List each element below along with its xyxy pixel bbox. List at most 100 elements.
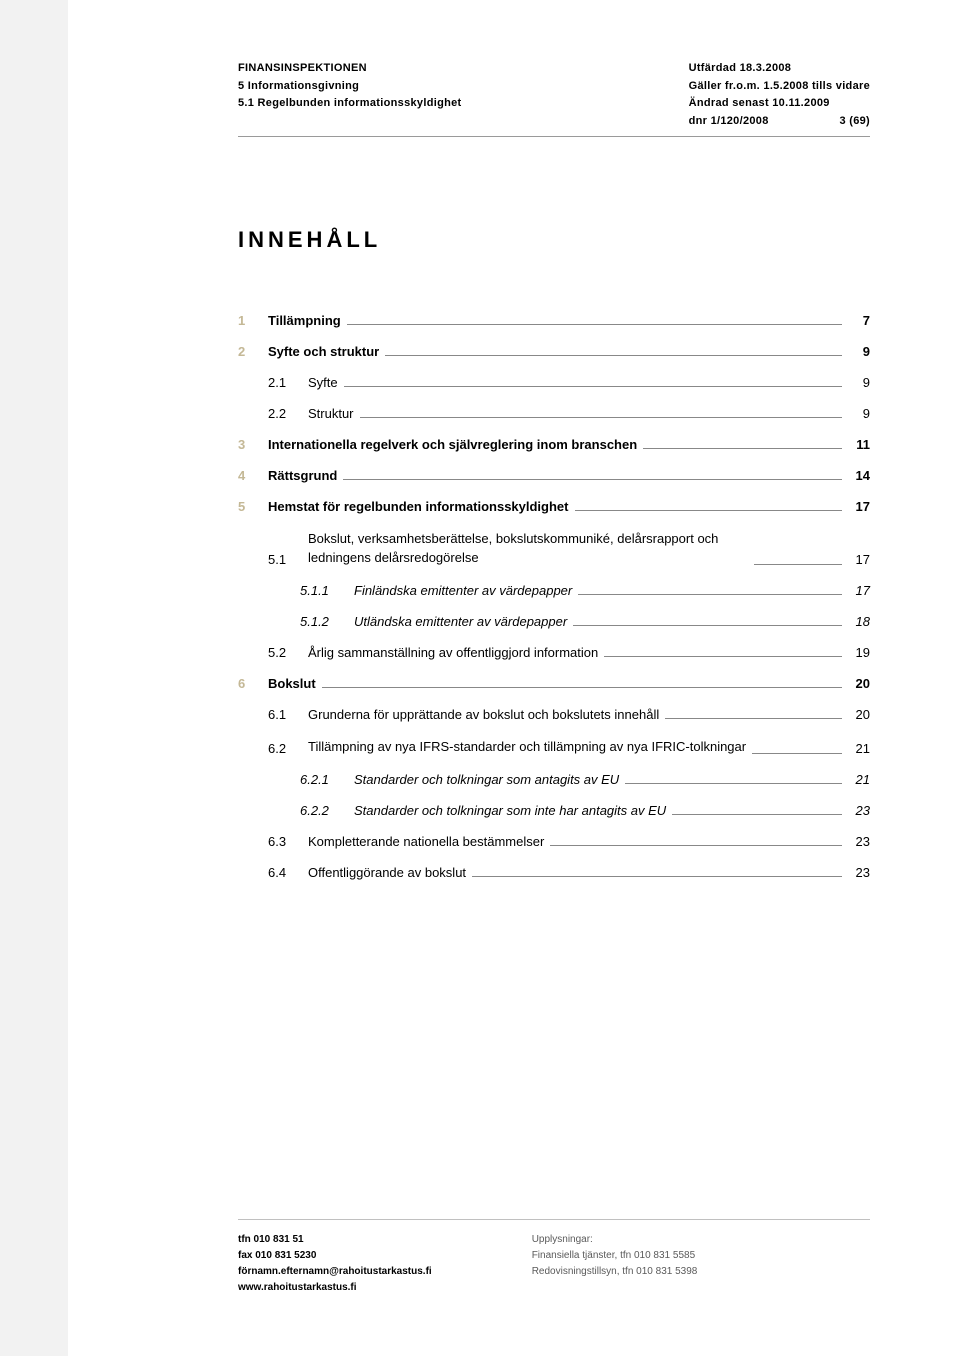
- toc-entry: 2Syfte och struktur 9: [238, 344, 870, 359]
- header-dnr: dnr 1/120/2008: [689, 113, 769, 131]
- toc-number: 5: [238, 499, 268, 514]
- toc-entry: 5Hemstat för regelbunden informationssky…: [238, 499, 870, 514]
- toc-number: 6.2.1: [300, 772, 354, 787]
- toc-label: Kompletterande nationella bestämmelser: [308, 834, 544, 849]
- toc-number: 5.1.2: [300, 614, 354, 629]
- toc-entry: 5.1Bokslut, verksamhetsberättelse, boksl…: [238, 530, 870, 566]
- toc-label: Tillämpning: [268, 313, 341, 328]
- footer-left: tfn 010 831 51 fax 010 831 5230 förnamn.…: [238, 1232, 432, 1296]
- toc-entry: 5.2Årlig sammanställning av offentliggjo…: [238, 645, 870, 660]
- toc-page: 19: [846, 645, 870, 660]
- toc-leader: [573, 625, 842, 626]
- footer-right: Upplysningar: Finansiella tjänster, tfn …: [532, 1232, 698, 1296]
- toc-label: Syfte: [308, 375, 338, 390]
- header-subsection: 5.1 Regelbunden informationsskyldighet: [238, 95, 462, 113]
- header-left: FINANSINSPEKTIONEN 5 Informationsgivning…: [238, 60, 462, 130]
- toc-entry: 5.1.1Finländska emittenter av värdepappe…: [238, 583, 870, 598]
- toc-page: 18: [846, 614, 870, 629]
- toc-page: 23: [846, 834, 870, 849]
- header-changed: Ändrad senast 10.11.2009: [689, 95, 870, 113]
- toc-title: INNEHÅLL: [238, 227, 870, 253]
- toc-number: 5.1.1: [300, 583, 354, 598]
- toc-page: 21: [846, 772, 870, 787]
- toc-leader: [344, 386, 842, 387]
- toc-leader: [754, 564, 842, 565]
- toc-number: 3: [238, 437, 268, 452]
- toc-page: 23: [846, 865, 870, 880]
- toc-entry: 4Rättsgrund14: [238, 468, 870, 483]
- toc-page: 20: [846, 707, 870, 722]
- toc-entry: 6.2Tillämpning av nya IFRS-standarder oc…: [238, 738, 870, 756]
- toc-label: Årlig sammanställning av offentliggjord …: [308, 645, 598, 660]
- toc-leader: [625, 783, 842, 784]
- toc-label: Hemstat för regelbunden informationsskyl…: [268, 499, 569, 514]
- toc-number: 6.2: [268, 741, 308, 756]
- toc-number: 1: [238, 313, 268, 328]
- toc-number: 2.1: [268, 375, 308, 390]
- toc-entry: 6.4Offentliggörande av bokslut 23: [238, 865, 870, 880]
- toc-label: Rättsgrund: [268, 468, 337, 483]
- toc-leader: [752, 753, 842, 754]
- toc-entry: 1Tillämpning 7: [238, 313, 870, 328]
- header-right: Utfärdad 18.3.2008 Gäller fr.o.m. 1.5.20…: [689, 60, 870, 130]
- toc-leader: [643, 448, 842, 449]
- toc-entry: 6Bokslut 20: [238, 676, 870, 691]
- toc-page: 9: [846, 375, 870, 390]
- toc-leader: [343, 479, 842, 480]
- toc-entry: 2.1Syfte 9: [238, 375, 870, 390]
- toc-label: Finländska emittenter av värdepapper: [354, 583, 572, 598]
- toc-number: 6.4: [268, 865, 308, 880]
- footer-fax: fax 010 831 5230: [238, 1248, 432, 1264]
- header-valid: Gäller fr.o.m. 1.5.2008 tills vidare: [689, 78, 870, 96]
- toc-number: 6: [238, 676, 268, 691]
- header-section: 5 Informationsgivning: [238, 78, 462, 96]
- toc-label: Grunderna för upprättande av bokslut och…: [308, 707, 659, 722]
- toc-label: Tillämpning av nya IFRS-standarder och t…: [308, 738, 746, 756]
- toc-page: 17: [846, 499, 870, 514]
- header-org: FINANSINSPEKTIONEN: [238, 60, 462, 78]
- footer-divider: [238, 1219, 870, 1220]
- toc-page: 23: [846, 803, 870, 818]
- toc-page: 17: [846, 583, 870, 598]
- toc-leader: [347, 324, 842, 325]
- toc-page: 9: [846, 344, 870, 359]
- header-issued: Utfärdad 18.3.2008: [689, 60, 870, 78]
- toc-leader: [550, 845, 842, 846]
- toc-label: Standarder och tolkningar som antagits a…: [354, 772, 619, 787]
- toc-leader: [665, 718, 842, 719]
- toc-entry: 5.1.2Utländska emittenter av värdepapper…: [238, 614, 870, 629]
- toc-leader: [575, 510, 843, 511]
- toc-label: Struktur: [308, 406, 354, 421]
- toc-number: 5.2: [268, 645, 308, 660]
- toc-label: Utländska emittenter av värdepapper: [354, 614, 567, 629]
- table-of-contents: 1Tillämpning72Syfte och struktur92.1Syft…: [238, 313, 870, 880]
- toc-entry: 6.2.1Standarder och tolkningar som antag…: [238, 772, 870, 787]
- toc-number: 6.2.2: [300, 803, 354, 818]
- toc-number: 2: [238, 344, 268, 359]
- toc-entry: 6.1Grunderna för upprättande av bokslut …: [238, 707, 870, 722]
- toc-page: 7: [846, 313, 870, 328]
- footer-info-heading: Upplysningar:: [532, 1232, 698, 1248]
- toc-page: 20: [846, 676, 870, 691]
- toc-number: 5.1: [268, 552, 308, 567]
- toc-entry: 6.3Kompletterande nationella bestämmelse…: [238, 834, 870, 849]
- toc-label: Bokslut, verksamhetsberättelse, boksluts…: [308, 530, 748, 566]
- toc-entry: 2.2Struktur 9: [238, 406, 870, 421]
- footer-email: förnamn.efternamn@rahoitustarkastus.fi: [238, 1264, 432, 1280]
- toc-label: Offentliggörande av bokslut: [308, 865, 466, 880]
- toc-number: 6.3: [268, 834, 308, 849]
- toc-label: Bokslut: [268, 676, 316, 691]
- footer-web: www.rahoitustarkastus.fi: [238, 1280, 432, 1296]
- toc-entry: 3Internationella regelverk och självregl…: [238, 437, 870, 452]
- toc-leader: [672, 814, 842, 815]
- footer-info-line2: Redovisningstillsyn, tfn 010 831 5398: [532, 1264, 698, 1280]
- footer-info-line1: Finansiella tjänster, tfn 010 831 5585: [532, 1248, 698, 1264]
- header-divider: [238, 136, 870, 137]
- toc-leader: [578, 594, 842, 595]
- header-page-number: 3 (69): [839, 113, 870, 131]
- toc-page: 9: [846, 406, 870, 421]
- toc-label: Syfte och struktur: [268, 344, 379, 359]
- toc-page: 21: [846, 741, 870, 756]
- toc-number: 2.2: [268, 406, 308, 421]
- toc-page: 17: [846, 552, 870, 567]
